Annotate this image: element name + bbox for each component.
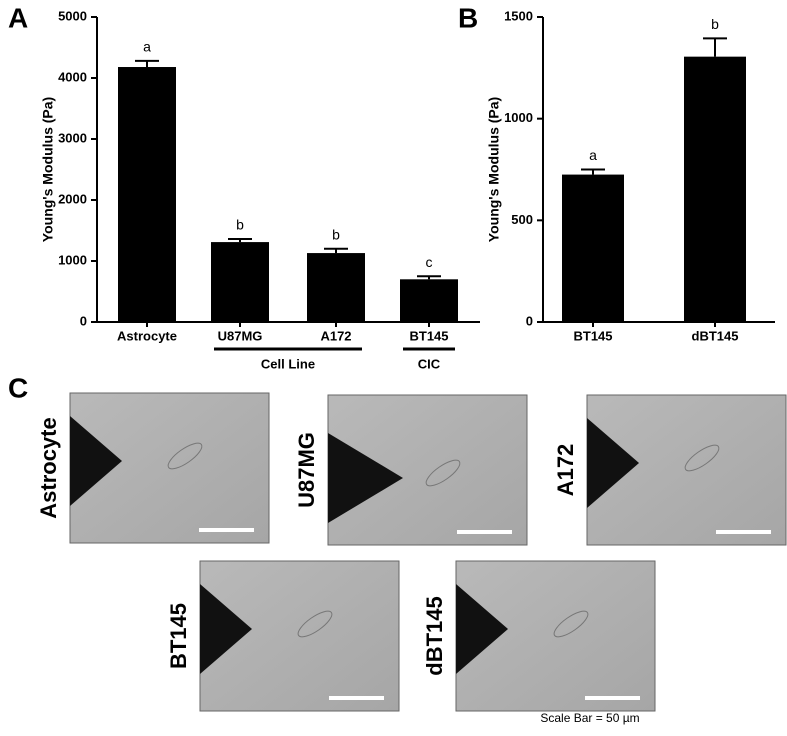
image-label: A172 xyxy=(553,444,578,497)
cell xyxy=(297,610,333,638)
scale-bar-note: Scale Bar = 50 µm xyxy=(540,711,639,725)
cell xyxy=(167,442,203,470)
panel-label: A xyxy=(8,2,28,33)
y-tick-label: 1500 xyxy=(504,8,533,23)
y-tick-label: 4000 xyxy=(58,69,87,84)
x-tick-label: dBT145 xyxy=(692,328,739,343)
image-label: dBT145 xyxy=(422,596,447,675)
x-tick-label: Astrocyte xyxy=(117,328,177,343)
cell xyxy=(425,459,461,487)
y-tick-label: 2000 xyxy=(58,191,87,206)
image-label: BT145 xyxy=(166,603,191,669)
y-tick-label: 5000 xyxy=(58,8,87,23)
significance-label: c xyxy=(426,254,433,270)
y-axis-title: Young's Modulus (Pa) xyxy=(40,97,56,242)
bar xyxy=(307,253,365,322)
image-label: U87MG xyxy=(294,432,319,508)
panel-label: B xyxy=(458,2,478,33)
significance-label: b xyxy=(332,227,340,243)
image-label: Astrocyte xyxy=(36,417,61,518)
significance-label: a xyxy=(589,147,597,163)
cell xyxy=(684,444,720,472)
cantilever-tip xyxy=(456,584,508,674)
y-tick-label: 3000 xyxy=(58,130,87,145)
y-tick-label: 0 xyxy=(526,313,533,328)
x-tick-label: BT145 xyxy=(409,328,448,343)
x-tick-label: U87MG xyxy=(218,328,263,343)
panel-label: C xyxy=(8,372,28,403)
significance-label: a xyxy=(143,39,151,55)
bar xyxy=(118,67,176,323)
bar xyxy=(684,56,746,323)
x-tick-label: A172 xyxy=(320,328,351,343)
y-tick-label: 1000 xyxy=(58,252,87,267)
group-label: Cell Line xyxy=(261,356,315,371)
bar xyxy=(400,279,458,322)
bar xyxy=(562,174,624,322)
y-tick-label: 1000 xyxy=(504,110,533,125)
y-tick-label: 500 xyxy=(511,212,533,227)
significance-label: b xyxy=(236,217,244,233)
cantilever-tip xyxy=(70,416,122,506)
group-label: CIC xyxy=(418,356,441,371)
cell xyxy=(553,610,589,638)
bar xyxy=(211,242,269,322)
cantilever-tip xyxy=(587,418,639,508)
cantilever-tip xyxy=(200,584,252,674)
x-tick-label: BT145 xyxy=(573,328,612,343)
y-axis-title: Young's Modulus (Pa) xyxy=(486,97,502,242)
significance-label: b xyxy=(711,16,719,32)
y-tick-label: 0 xyxy=(80,313,87,328)
cantilever-tip xyxy=(328,433,403,523)
